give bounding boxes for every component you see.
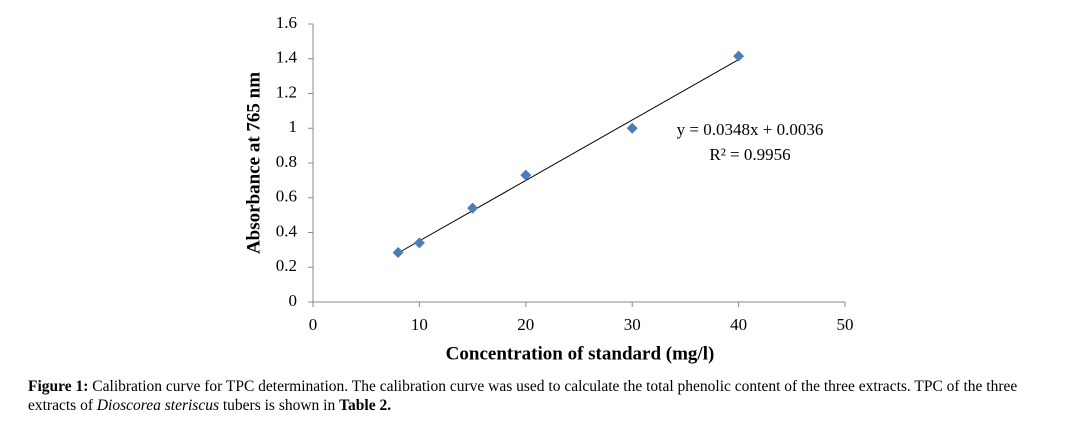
y-tick-label: 1.6 bbox=[276, 13, 297, 32]
x-tick-label: 30 bbox=[624, 315, 641, 334]
chart: Absorbance at 765 nm Concentration of st… bbox=[243, 13, 854, 364]
y-axis-label: Absorbance at 765 nm bbox=[243, 72, 264, 254]
caption-label: Figure 1: bbox=[28, 378, 89, 395]
y-tick-label: 1 bbox=[289, 117, 298, 136]
y-tick-label: 0.2 bbox=[276, 256, 297, 275]
data-point bbox=[520, 169, 532, 181]
caption-species: Dioscorea steriscus bbox=[96, 397, 219, 414]
caption-table-ref: Table 2. bbox=[339, 397, 392, 414]
r-squared: R² = 0.9956 bbox=[709, 145, 790, 164]
y-tick-label: 0 bbox=[289, 291, 298, 310]
y-tick-label: 0.4 bbox=[276, 221, 298, 240]
trendline-equation: y = 0.0348x + 0.0036 bbox=[677, 120, 824, 139]
data-point bbox=[467, 202, 479, 214]
x-tick-label: 50 bbox=[837, 315, 854, 334]
x-tick-label: 40 bbox=[730, 315, 747, 334]
y-tick-label: 1.4 bbox=[276, 48, 298, 67]
x-tick-label: 20 bbox=[517, 315, 534, 334]
y-tick-label: 1.2 bbox=[276, 82, 297, 101]
y-tick-label: 0.6 bbox=[276, 187, 297, 206]
caption-text: Calibration curve for TPC determination.… bbox=[28, 378, 1018, 414]
data-point bbox=[626, 122, 638, 134]
x-tick-label: 10 bbox=[411, 315, 428, 334]
x-axis-label: Concentration of standard (mg/l) bbox=[446, 343, 715, 364]
y-tick-label: 0.8 bbox=[276, 152, 297, 171]
data-point bbox=[733, 50, 745, 62]
x-tick-label: 0 bbox=[309, 315, 318, 334]
data-point bbox=[392, 246, 404, 258]
data-point bbox=[413, 237, 425, 249]
caption-text-after: tubers is shown in bbox=[222, 397, 336, 414]
trendline bbox=[397, 59, 739, 254]
caption: Figure 1: Calibration curve for TPC dete… bbox=[28, 377, 1068, 415]
